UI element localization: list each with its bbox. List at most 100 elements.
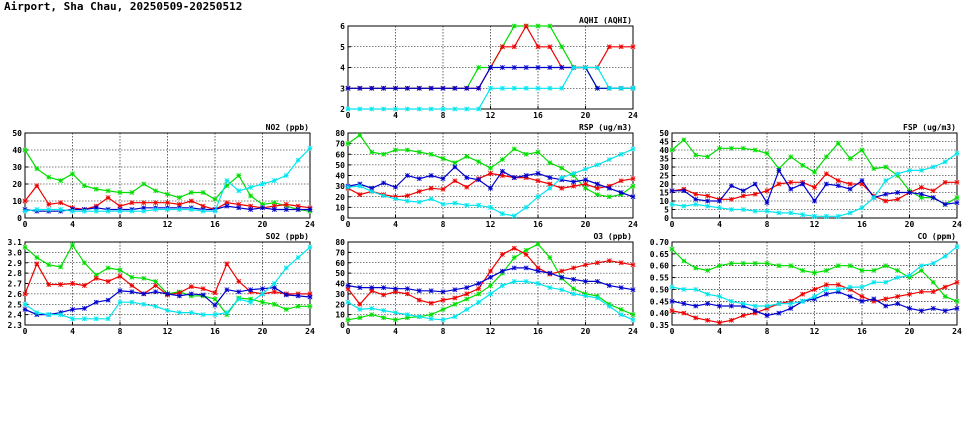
data-point <box>847 263 853 269</box>
data-point <box>58 200 64 206</box>
data-point <box>547 285 553 291</box>
data-point <box>488 170 493 176</box>
data-point <box>440 106 446 112</box>
data-point <box>212 296 218 302</box>
x-tick-label: 20 <box>258 327 268 336</box>
data-point <box>871 166 877 172</box>
data-point <box>740 301 746 307</box>
data-point <box>705 203 711 209</box>
data-point <box>547 23 553 29</box>
data-point <box>70 281 75 286</box>
x-tick-label: 0 <box>346 220 351 229</box>
data-point <box>188 190 194 195</box>
data-point <box>752 260 758 266</box>
data-point <box>369 149 375 155</box>
y-tick-label: 0 <box>664 214 669 223</box>
y-tick-label: 0 <box>17 214 22 223</box>
data-point <box>105 265 111 271</box>
series-cyan <box>669 150 960 219</box>
data-point <box>440 306 446 312</box>
data-point <box>535 65 541 70</box>
x-tick-label: 24 <box>305 220 315 229</box>
data-point <box>788 179 794 185</box>
y-tick-label: 40 <box>335 172 345 181</box>
data-point <box>499 268 505 274</box>
data-point <box>847 181 853 187</box>
x-tick-label: 16 <box>857 327 867 336</box>
data-point <box>618 178 624 184</box>
data-point <box>488 283 493 289</box>
data-point <box>535 85 541 91</box>
data-point <box>440 156 446 161</box>
data-point <box>571 179 577 185</box>
data-point <box>271 178 277 184</box>
y-tick-label: 0.55 <box>650 274 669 283</box>
y-tick-label: 2.5 <box>8 300 23 309</box>
data-point <box>22 147 28 153</box>
data-point <box>129 283 135 289</box>
data-point <box>476 281 482 286</box>
data-point <box>571 65 577 70</box>
page-title: Airport, Sha Chau, 20250509-20250512 <box>4 0 243 13</box>
data-point <box>70 242 75 248</box>
data-point <box>404 173 410 178</box>
data-point <box>630 312 636 318</box>
data-point <box>34 310 40 316</box>
data-point <box>153 303 159 309</box>
data-point <box>46 282 52 288</box>
data-point <box>345 141 351 147</box>
series-cyan <box>345 278 636 323</box>
data-point <box>381 292 387 298</box>
data-point <box>535 194 541 200</box>
data-point <box>188 284 194 290</box>
data-point <box>81 208 87 214</box>
data-point <box>547 185 553 191</box>
data-point <box>907 190 912 195</box>
data-point <box>165 291 170 297</box>
chart-so2: 0 4 8 12 16 20 24 2.32.4 2.52.62.7 2.82.9 3.03.1 SO… <box>8 232 315 336</box>
data-point <box>141 291 147 297</box>
data-point <box>693 152 699 158</box>
data-point <box>547 181 553 187</box>
data-point <box>728 207 734 212</box>
data-point <box>393 147 398 153</box>
data-point <box>812 294 817 300</box>
x-tick-label: 4 <box>70 327 75 336</box>
y-tick-label: 20 <box>335 300 345 309</box>
data-point <box>511 44 517 50</box>
x-tick-label: 16 <box>857 220 867 229</box>
data-point <box>859 267 865 273</box>
data-point <box>835 178 841 184</box>
y-tick-label: 0 <box>340 321 345 330</box>
x-tick-label: 4 <box>393 220 398 229</box>
data-point <box>22 291 28 297</box>
data-point <box>776 181 782 187</box>
x-tick-label: 12 <box>486 327 496 336</box>
data-point <box>681 301 687 307</box>
data-point <box>895 301 901 307</box>
data-point <box>618 306 624 312</box>
data-point <box>224 203 230 209</box>
data-point <box>788 186 794 192</box>
data-point <box>416 188 422 194</box>
data-point <box>594 185 600 191</box>
data-point <box>404 286 410 292</box>
data-point <box>823 154 829 160</box>
data-point <box>452 295 458 301</box>
data-point <box>954 298 960 304</box>
data-point <box>464 202 470 208</box>
data-point <box>535 44 541 50</box>
x-tick-label: 16 <box>210 220 220 229</box>
data-point <box>895 171 901 177</box>
data-point <box>404 291 410 297</box>
data-point <box>764 303 770 309</box>
chart-title: SO2 (ppb) <box>266 232 309 241</box>
data-point <box>717 145 722 151</box>
x-tick-label: 0 <box>670 220 675 229</box>
data-point <box>307 207 313 212</box>
data-point <box>416 176 422 182</box>
data-point <box>728 303 734 309</box>
data-point <box>345 184 351 190</box>
